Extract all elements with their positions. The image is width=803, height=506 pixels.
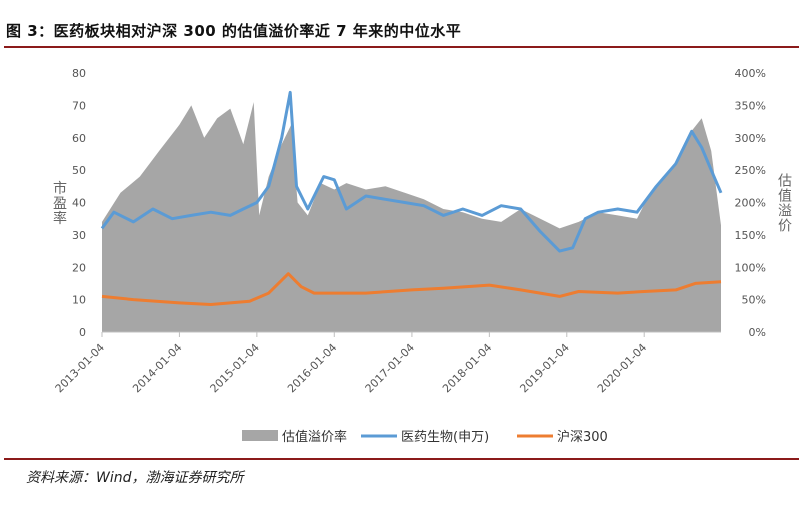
- x-tick-label: 2014-01-04: [130, 341, 184, 395]
- y-left-tick-label: 50: [72, 164, 86, 177]
- svg-text:市: 市: [53, 180, 67, 197]
- source-divider: [4, 458, 799, 460]
- svg-text:率: 率: [53, 210, 67, 227]
- y-right-tick-label: 300%: [735, 132, 766, 145]
- y-right-tick-label: 50%: [742, 294, 766, 307]
- y-left-tick-label: 60: [72, 132, 86, 145]
- legend-swatch: [242, 430, 278, 441]
- source-note: 资料来源：Wind，渤海证券研究所: [26, 470, 244, 486]
- y-left-tick-label: 80: [72, 67, 86, 80]
- legend: 估值溢价率 医药生物(申万) 沪深300: [242, 429, 608, 445]
- series-line-pharma: [100, 90, 723, 253]
- y-left-tick-label: 70: [72, 99, 86, 112]
- svg-text:值: 值: [778, 189, 792, 205]
- y-left-tick-label: 40: [72, 197, 86, 210]
- y-right-tick-label: 250%: [735, 164, 766, 177]
- legend-label: 沪深300: [557, 429, 608, 445]
- y-right-tick-label: 400%: [735, 67, 766, 80]
- y-left-tick-label: 20: [72, 261, 86, 274]
- figure-title: 图 3：医药板块相对沪深 300 的估值溢价率近 7 年来的中位水平: [6, 22, 462, 40]
- y-right-tick-label: 350%: [735, 99, 766, 112]
- series-line-hs300: [101, 272, 722, 306]
- y-right-tick-label: 100%: [735, 261, 766, 274]
- svg-text:价: 价: [778, 219, 792, 235]
- x-tick-label: 2013-01-04: [53, 341, 107, 395]
- x-tick-label: 2018-01-04: [440, 341, 494, 395]
- y-left-tick-label: 0: [79, 326, 86, 339]
- x-tick-label: 2016-01-04: [285, 341, 339, 395]
- y-left-tick-label: 30: [72, 229, 86, 242]
- x-tick-label: 2020-01-04: [595, 341, 649, 395]
- legend-item: 估值溢价率: [242, 429, 347, 445]
- x-tick-label: 2017-01-04: [363, 341, 417, 395]
- line-layer: [100, 90, 723, 306]
- y-left-axis-title: 市盈率: [53, 180, 67, 227]
- series-area-premium: [102, 102, 721, 332]
- svg-text:估: 估: [778, 174, 792, 190]
- legend-item: 医药生物(申万): [361, 430, 489, 445]
- title-divider: [4, 46, 799, 48]
- legend-label: 估值溢价率: [282, 429, 347, 445]
- x-tick-label: 2019-01-04: [517, 341, 571, 395]
- y-right-tick-label: 0%: [749, 326, 766, 339]
- x-tick-label: 2015-01-04: [208, 341, 262, 395]
- legend-label: 医药生物(申万): [401, 430, 489, 445]
- legend-item: 沪深300: [517, 429, 608, 445]
- y-right-tick-label: 200%: [735, 197, 766, 210]
- premium-area-layer: [102, 102, 721, 332]
- svg-text:盈: 盈: [53, 196, 67, 212]
- svg-text:溢: 溢: [778, 204, 792, 220]
- y-right-tick-label: 150%: [735, 229, 766, 242]
- y-left-tick-label: 10: [72, 294, 86, 307]
- y-right-axis-title: 估值溢价: [778, 174, 792, 235]
